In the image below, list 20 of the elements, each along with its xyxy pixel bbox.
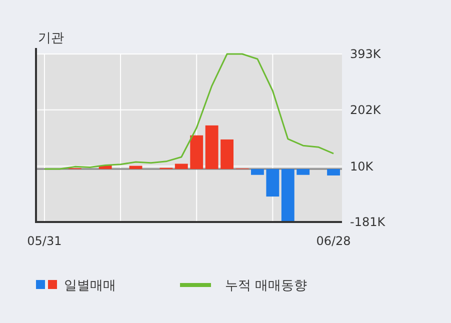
y-tick-label: 202K <box>350 103 382 118</box>
y-tick-label: 393K <box>350 47 382 62</box>
bar <box>296 169 310 175</box>
legend-label: 일별매매 <box>64 278 116 294</box>
bar <box>281 169 294 222</box>
y-tick-label: 10K <box>350 159 374 174</box>
bar <box>205 125 218 170</box>
bar <box>266 169 280 197</box>
bar <box>129 166 142 170</box>
bar <box>174 164 188 170</box>
bar <box>327 169 340 176</box>
x-tick-label: 06/28 <box>316 234 351 248</box>
bar <box>250 169 264 175</box>
line-series <box>44 53 334 170</box>
bar <box>220 139 234 170</box>
bar <box>190 135 204 170</box>
legend-label: 누적 매매동향 <box>225 278 308 294</box>
y-tick-label: -181K <box>350 215 386 230</box>
x-tick-label: 05/31 <box>27 234 62 248</box>
chart-title: 기관 <box>38 31 64 46</box>
